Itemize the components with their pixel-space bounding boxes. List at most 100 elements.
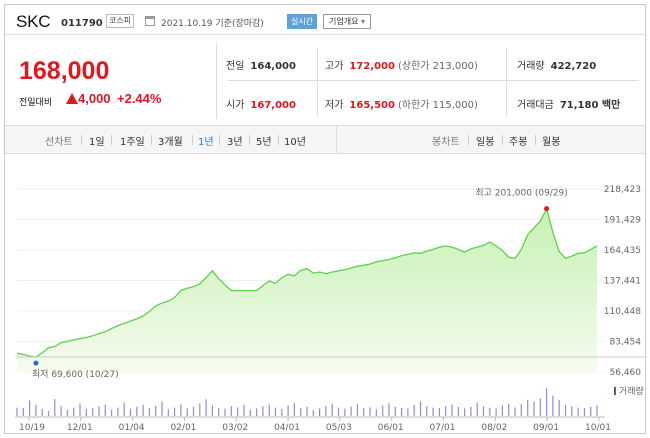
volume-bar — [514, 407, 516, 416]
tab-weekly[interactable]: 주봉 — [509, 137, 528, 148]
realtime-button[interactable]: 실시간 — [287, 14, 317, 29]
stat-value: 167,000 — [250, 100, 296, 111]
stat-sub: (상한가 213,000) — [397, 61, 478, 72]
y-tick-label: 110,448 — [604, 307, 641, 317]
quote-date: 2021.10.19 기준(장마감) — [161, 19, 264, 29]
volume-bar — [451, 404, 453, 416]
volume-bar — [29, 400, 31, 416]
volume-bar — [558, 399, 560, 416]
stat-amount: 거래대금 71,180 백만 — [517, 96, 620, 111]
volume-bar — [356, 404, 358, 416]
volume-bar — [293, 403, 295, 416]
low-label: 최저 69,600 (10/27) — [32, 369, 119, 380]
tab-1w[interactable]: 1주일 — [120, 137, 145, 148]
volume-bar — [375, 409, 377, 416]
volume-bar — [85, 409, 87, 416]
stock-name: SKC — [16, 12, 51, 31]
volume-bar — [401, 407, 403, 416]
stat-volume: 거래량 422,720 — [517, 57, 596, 72]
current-price: 168,000 — [19, 57, 110, 85]
tab-10y[interactable]: 10년 — [284, 137, 306, 148]
price-line — [16, 206, 598, 358]
stat-label: 저가 — [325, 100, 344, 111]
high-label: 최고 201,000 (09/29) — [475, 188, 567, 199]
stat-label: 고가 — [325, 61, 344, 72]
stat-prev: 전일 164,000 — [226, 57, 296, 72]
tab-3m[interactable]: 3개월 — [158, 137, 183, 148]
divider — [317, 48, 318, 116]
separator — [81, 135, 82, 145]
x-tick-label: 08/02 — [481, 423, 507, 433]
volume-bar — [407, 408, 409, 416]
tab-1d[interactable]: 1일 — [89, 137, 105, 148]
volume-bar — [54, 399, 56, 416]
stat-value: 71,180 백만 — [559, 100, 621, 111]
volume-bar — [224, 408, 226, 416]
volume-bar — [508, 403, 510, 416]
volume-bar — [520, 404, 522, 416]
y-tick-label: 191,429 — [604, 216, 641, 226]
volume-bar — [136, 406, 138, 416]
volume-bar — [300, 407, 302, 416]
divider — [506, 48, 507, 116]
volume-bar — [155, 405, 157, 416]
volume-bar — [590, 406, 592, 416]
volume-bar — [337, 407, 340, 416]
candle-chart-label: 봉차트 — [432, 137, 460, 148]
stat-label: 거래량 — [517, 61, 545, 72]
volume-bar — [413, 404, 415, 416]
price-change-percent: +2.44% — [117, 91, 162, 106]
stat-label: 거래대금 — [517, 100, 554, 111]
volume-bar — [35, 404, 37, 416]
volume-bar — [123, 402, 125, 416]
volume-bar — [445, 405, 447, 416]
volume-bar — [148, 408, 150, 416]
y-tick-label: 164,435 — [604, 246, 641, 256]
tab-1y[interactable]: 1년 — [198, 137, 214, 148]
volume-bar — [60, 406, 62, 416]
divider — [336, 126, 337, 153]
volume-bar — [211, 405, 213, 416]
volume-bar — [199, 403, 201, 416]
stat-value: 165,500 — [349, 100, 395, 111]
stat-low: 저가 165,500 (하한가 115,000) — [325, 96, 478, 111]
volume-bar — [457, 407, 459, 416]
volume-bar — [218, 407, 220, 416]
separator — [249, 135, 250, 145]
x-tick-label: 05/03 — [326, 423, 352, 433]
volume-bar — [577, 407, 579, 416]
volume-bar — [552, 395, 554, 416]
tab-daily[interactable]: 일봉 — [476, 137, 495, 148]
volume-bar — [256, 408, 258, 416]
volume-bar — [161, 401, 163, 416]
divider — [216, 43, 217, 119]
tab-3y[interactable]: 3년 — [227, 137, 243, 148]
up-triangle-icon — [66, 93, 78, 104]
volume-bar — [344, 408, 346, 416]
volume-bar — [419, 401, 422, 416]
volume-bar — [482, 406, 485, 416]
y-tick-label: 137,441 — [604, 277, 641, 287]
volume-bar — [16, 407, 18, 416]
separator — [468, 135, 469, 145]
volume-bar — [432, 407, 434, 416]
company-overview-label: 기업개요 — [328, 17, 359, 26]
company-overview-button[interactable]: 기업개요 ▾ — [323, 14, 371, 29]
chart-tabs: 선차트 1일 1주일 3개월 1년 3년 5년 10년 봉차트 일봉 주봉 월봉 — [5, 125, 645, 154]
volume-bar — [41, 409, 43, 416]
volume-bar — [174, 407, 176, 416]
tab-5y[interactable]: 5년 — [256, 137, 272, 148]
volume-bar — [527, 399, 529, 416]
volume-bar — [230, 406, 232, 416]
volume-bar — [325, 405, 327, 416]
volume-bar — [243, 404, 245, 416]
volume-bar — [92, 408, 94, 416]
price-area — [17, 208, 597, 372]
volume-bar — [382, 405, 384, 416]
stock-header: SKC 011790 코스피 2021.10.19 기준(장마감) 실시간 기업… — [5, 5, 645, 35]
x-tick-label: 04/01 — [274, 423, 300, 433]
volume-bar — [546, 388, 548, 416]
tab-monthly[interactable]: 월봉 — [542, 137, 561, 148]
volume-bar — [167, 409, 169, 416]
line-chart-label: 선차트 — [45, 137, 73, 148]
